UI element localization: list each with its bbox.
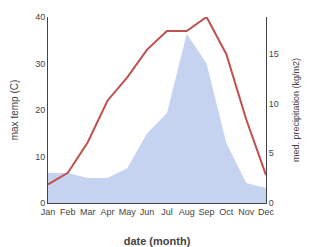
svg-text:Mar: Mar [80,207,96,217]
svg-text:20: 20 [35,105,45,115]
svg-text:max temp (C): max temp (C) [9,80,20,141]
svg-text:Apr: Apr [100,207,114,217]
svg-text:Sep: Sep [199,207,215,217]
svg-text:Jul: Jul [161,207,173,217]
svg-text:Nov: Nov [238,207,255,217]
svg-text:40: 40 [35,12,45,22]
svg-text:Aug: Aug [179,207,195,217]
svg-text:date (month): date (month) [124,235,191,247]
svg-text:May: May [119,207,137,217]
svg-text:10: 10 [35,152,45,162]
svg-text:Jan: Jan [41,207,56,217]
svg-text:Feb: Feb [60,207,76,217]
svg-text:Jun: Jun [140,207,155,217]
svg-text:30: 30 [35,59,45,69]
svg-text:med. precipitation (kg/m2): med. precipitation (kg/m2) [291,58,301,162]
svg-text:0: 0 [269,198,274,208]
svg-text:10: 10 [269,99,279,109]
svg-text:0: 0 [40,198,45,208]
svg-text:15: 15 [269,49,279,59]
svg-text:Dec: Dec [258,207,275,217]
svg-text:5: 5 [269,148,274,158]
svg-text:Oct: Oct [219,207,234,217]
